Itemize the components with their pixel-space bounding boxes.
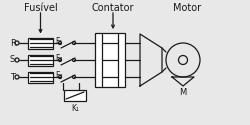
- Bar: [95, 33, 125, 87]
- Text: F₂: F₂: [55, 54, 62, 63]
- Text: Contator: Contator: [92, 3, 134, 13]
- Text: Fusível: Fusível: [24, 3, 58, 13]
- Text: T: T: [10, 72, 15, 82]
- Bar: [28, 38, 53, 48]
- Text: S: S: [10, 56, 15, 64]
- Text: Motor: Motor: [173, 3, 201, 13]
- Bar: [64, 90, 86, 101]
- Text: R: R: [10, 38, 16, 48]
- Bar: [28, 72, 53, 83]
- Text: F₁: F₁: [55, 37, 62, 46]
- Text: M: M: [180, 88, 186, 97]
- Bar: [28, 54, 53, 66]
- Text: F₃: F₃: [55, 71, 62, 80]
- Text: K₁: K₁: [71, 104, 79, 113]
